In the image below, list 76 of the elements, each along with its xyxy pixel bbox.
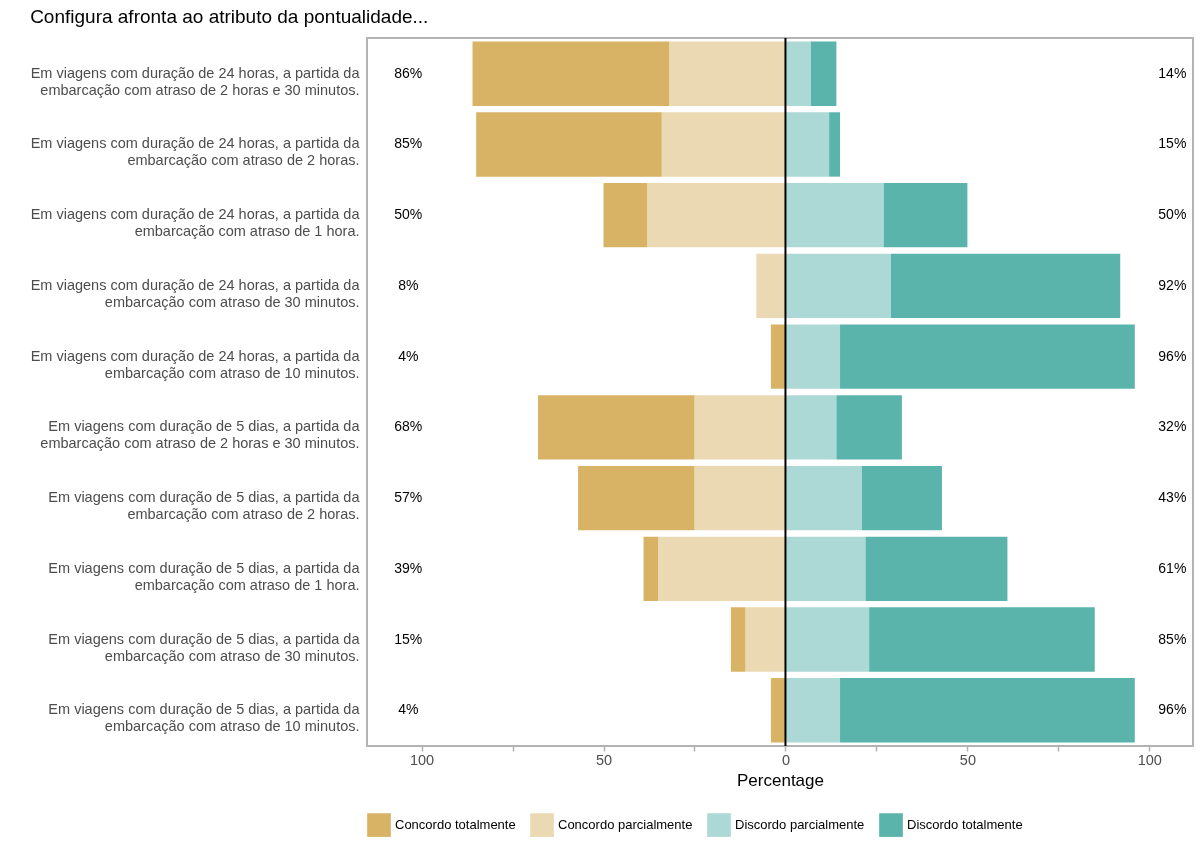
- annotation: 50%: [394, 206, 423, 223]
- x-tick-label: 0: [781, 751, 790, 768]
- x-tick-label: 50: [959, 751, 976, 768]
- x-axis-title: Percentage: [737, 771, 824, 790]
- bar: [694, 395, 786, 460]
- chart-title: Configura afronta ao atributo da pontualidade...: [30, 6, 429, 27]
- annotation: 50%: [1158, 206, 1187, 223]
- bar: [785, 465, 862, 531]
- annotation: 68%: [394, 418, 423, 435]
- bar: [865, 536, 1008, 601]
- bar: [785, 324, 841, 389]
- bar: [661, 112, 786, 177]
- legend-label: Discordo totalmente: [907, 817, 1023, 833]
- legend-label: Discordo parcialmente: [735, 817, 865, 833]
- y-tick-label: Em viagens com duração de 24 horas, a partida da embarcação com atraso de 2 horas.: [30, 135, 361, 169]
- annotation: 96%: [1158, 347, 1187, 364]
- legend-label: Concordo totalmente: [395, 817, 516, 833]
- bar: [658, 536, 786, 601]
- bar: [785, 41, 811, 106]
- bar: [785, 112, 830, 177]
- annotation: 39%: [394, 559, 423, 576]
- annotation: 14%: [1158, 64, 1187, 81]
- bar: [694, 465, 786, 531]
- annotation: 57%: [394, 489, 423, 506]
- bar: [840, 324, 1135, 389]
- bar: [785, 607, 870, 672]
- bar: [538, 395, 695, 460]
- annotation: 4%: [398, 347, 419, 364]
- y-tick-label: Em viagens com duração de 5 dias, a partida da embarcação com atraso de 2 horas e 30 minutos.: [40, 418, 361, 452]
- bar: [745, 607, 786, 672]
- bar: [810, 41, 837, 106]
- y-tick-label: Em viagens com duração de 24 horas, a partida da embarcação com atraso de 1 hora.: [30, 206, 361, 240]
- bar: [603, 183, 648, 248]
- annotation: 32%: [1158, 418, 1187, 435]
- bar: [476, 112, 662, 177]
- bar: [883, 183, 968, 248]
- y-tick-label: Em viagens com duração de 5 dias, a partida da embarcação com atraso de 10 minutos.: [48, 701, 361, 735]
- annotation: 4%: [398, 701, 419, 718]
- y-tick-label: Em viagens com duração de 24 horas, a partida da embarcação com atraso de 2 horas e 30 minutos.: [30, 64, 361, 98]
- bar: [730, 607, 746, 672]
- y-tick-label: Em viagens com duração de 24 horas, a partida da embarcação com atraso de 30 minutos.: [30, 276, 361, 310]
- bar: [785, 183, 884, 248]
- bar: [890, 253, 1121, 319]
- annotation: 61%: [1158, 559, 1187, 576]
- bar: [578, 465, 695, 531]
- annotation: 92%: [1158, 276, 1187, 293]
- y-tick-label: Em viagens com duração de 5 dias, a partida da embarcação com atraso de 2 horas.: [48, 489, 361, 523]
- bar: [756, 253, 786, 319]
- y-tick-label: Em viagens com duração de 24 horas, a partida da embarcação com atraso de 10 minutos.: [30, 347, 361, 381]
- annotation: 43%: [1158, 489, 1187, 506]
- bar: [861, 465, 942, 531]
- annotation: 15%: [1158, 135, 1187, 152]
- bar: [785, 678, 841, 743]
- y-tick-label: Em viagens com duração de 5 dias, a partida da embarcação com atraso de 1 hora.: [48, 559, 361, 593]
- annotation: 15%: [394, 630, 423, 647]
- bar: [647, 183, 786, 248]
- bar: [829, 112, 841, 177]
- bar: [643, 536, 659, 601]
- annotation: 85%: [394, 135, 423, 152]
- bar: [785, 395, 837, 460]
- legend-label: Concordo parcialmente: [558, 817, 693, 833]
- bar: [472, 41, 670, 106]
- bar: [869, 607, 1095, 672]
- bar: [836, 395, 902, 460]
- annotation: 85%: [1158, 630, 1187, 647]
- bar: [840, 678, 1135, 743]
- bar: [785, 253, 891, 319]
- x-tick-label: 100: [409, 751, 435, 768]
- y-tick-label: Em viagens com duração de 5 dias, a partida da embarcação com atraso de 30 minutos.: [48, 630, 361, 664]
- x-tick-label: 50: [595, 751, 613, 768]
- annotation: 8%: [398, 276, 419, 293]
- annotation: 96%: [1158, 701, 1187, 718]
- bar: [669, 41, 786, 106]
- bar: [785, 536, 866, 601]
- annotation: 86%: [394, 64, 423, 81]
- x-tick-label: 100: [1137, 751, 1162, 768]
